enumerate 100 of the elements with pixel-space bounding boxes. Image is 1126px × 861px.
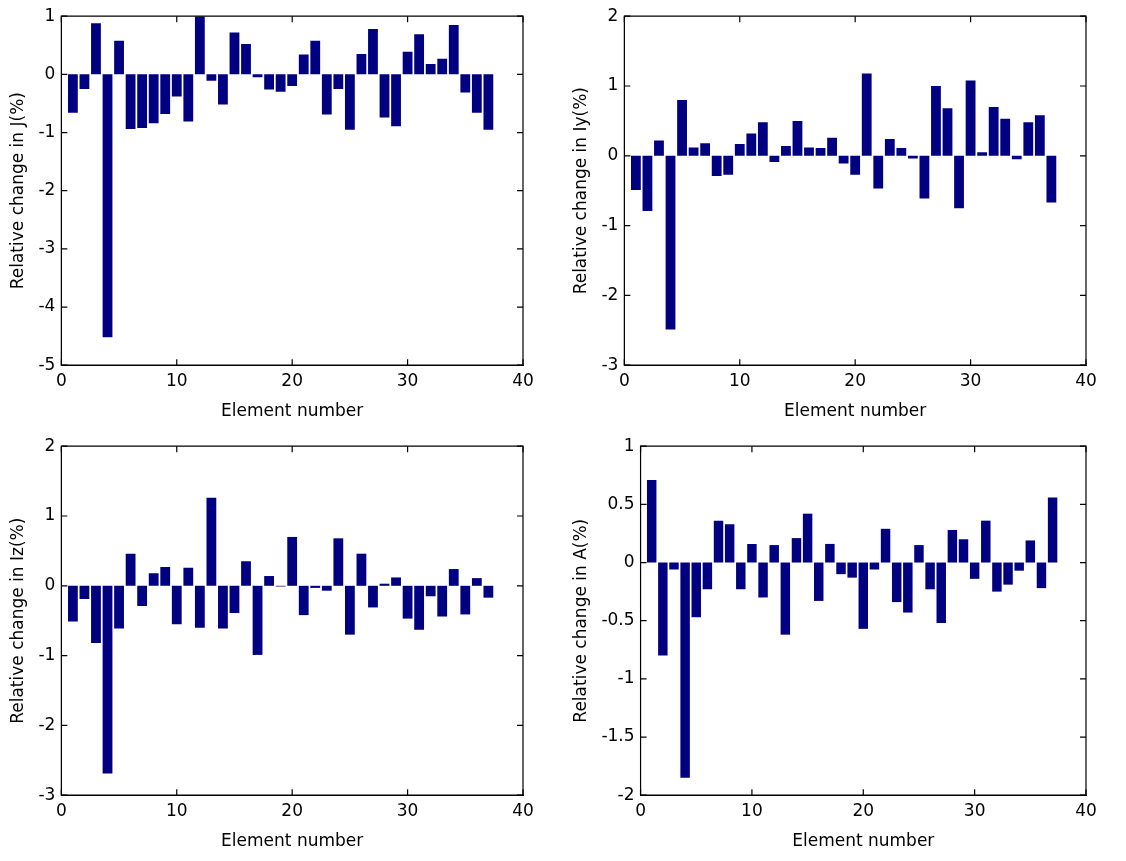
bar bbox=[252, 585, 263, 655]
bar bbox=[1025, 540, 1036, 563]
bar bbox=[691, 562, 701, 618]
bar bbox=[391, 577, 401, 586]
y-tick-label: 0 bbox=[623, 550, 635, 571]
y-tick-label: 1 bbox=[44, 504, 56, 525]
y-tick-label: 0.5 bbox=[607, 492, 635, 513]
x-tick-label: 10 bbox=[741, 799, 763, 820]
x-tick-label: 20 bbox=[281, 369, 303, 390]
bar bbox=[114, 585, 124, 629]
bar bbox=[391, 74, 401, 127]
bar bbox=[91, 585, 101, 644]
y-tick-label: -1 bbox=[38, 120, 56, 141]
y-tick-label: 1 bbox=[44, 4, 56, 25]
y-tick-label: -2 bbox=[38, 713, 56, 734]
bar bbox=[713, 520, 724, 563]
y-tick-label: 0 bbox=[44, 574, 56, 595]
bar bbox=[448, 569, 459, 586]
bar bbox=[114, 40, 124, 75]
bar bbox=[379, 74, 390, 118]
x-tick-label: 10 bbox=[728, 369, 751, 390]
bar bbox=[769, 155, 780, 163]
bar bbox=[206, 74, 217, 81]
bar bbox=[460, 74, 471, 93]
bar bbox=[171, 585, 182, 625]
y-tick-label: -1 bbox=[617, 667, 635, 688]
bar bbox=[241, 44, 251, 75]
y-tick-label: -5 bbox=[38, 353, 56, 374]
bar bbox=[646, 479, 657, 563]
bar bbox=[758, 562, 768, 598]
bar bbox=[907, 155, 918, 159]
x-tick-label: 40 bbox=[1075, 369, 1097, 390]
bar bbox=[194, 585, 205, 628]
bar bbox=[264, 576, 274, 586]
bar bbox=[333, 538, 344, 586]
bar bbox=[724, 524, 735, 563]
bar bbox=[368, 29, 378, 75]
bar bbox=[804, 147, 814, 156]
y-tick-label: -2 bbox=[601, 283, 619, 304]
bar bbox=[264, 74, 274, 90]
bar bbox=[954, 155, 964, 209]
bar bbox=[919, 155, 930, 199]
bar bbox=[414, 34, 425, 75]
x-tick-label: 40 bbox=[512, 369, 534, 390]
bar bbox=[792, 120, 803, 156]
bar bbox=[977, 152, 988, 156]
bar bbox=[102, 74, 113, 338]
x-tick-label: 30 bbox=[963, 799, 986, 820]
bar bbox=[471, 578, 482, 586]
bar bbox=[229, 32, 240, 75]
y-tick-label: 1 bbox=[623, 434, 635, 455]
bar bbox=[91, 23, 101, 75]
bar bbox=[942, 108, 953, 156]
bar bbox=[206, 497, 217, 586]
bar bbox=[194, 16, 205, 75]
bar bbox=[1036, 562, 1047, 589]
bar bbox=[702, 562, 713, 590]
x-axis-title: Element number bbox=[792, 830, 935, 851]
bar bbox=[67, 585, 78, 622]
bar bbox=[229, 585, 240, 614]
y-tick-label: -2 bbox=[617, 783, 635, 804]
y-tick-label: 1 bbox=[607, 74, 619, 95]
bar bbox=[218, 74, 228, 105]
x-tick-label: 10 bbox=[165, 369, 188, 390]
bar bbox=[873, 155, 884, 189]
bar bbox=[880, 528, 891, 563]
bar bbox=[827, 137, 837, 156]
y-tick-label: -1 bbox=[38, 644, 56, 665]
bar bbox=[931, 86, 941, 156]
bar bbox=[137, 585, 148, 607]
x-tick-label: 40 bbox=[1075, 799, 1097, 820]
bar bbox=[252, 74, 263, 78]
bar bbox=[125, 553, 136, 586]
bar bbox=[102, 585, 113, 774]
bar bbox=[791, 538, 802, 563]
bar bbox=[925, 562, 935, 590]
x-tick-label: 30 bbox=[396, 369, 419, 390]
bar bbox=[891, 562, 902, 603]
bar bbox=[414, 585, 425, 630]
bar bbox=[79, 74, 90, 89]
x-tick-label: 30 bbox=[959, 369, 982, 390]
bar bbox=[448, 24, 459, 75]
bar bbox=[780, 562, 791, 635]
bar bbox=[958, 539, 969, 563]
bar bbox=[936, 562, 946, 624]
y-tick-label: -1 bbox=[601, 214, 619, 235]
y-tick-label: 2 bbox=[607, 4, 619, 25]
x-tick-label: 20 bbox=[852, 799, 875, 820]
y-tick-label: -3 bbox=[38, 237, 56, 258]
x-tick-label: 40 bbox=[512, 799, 534, 820]
bar bbox=[736, 562, 746, 590]
x-axis-title: Element number bbox=[784, 400, 927, 421]
bar bbox=[1046, 155, 1057, 203]
bar bbox=[769, 545, 779, 563]
x-axis-title: Element number bbox=[221, 830, 364, 851]
bar bbox=[861, 73, 872, 156]
x-tick-label: 20 bbox=[281, 799, 303, 820]
bar bbox=[914, 545, 924, 563]
y-tick-label: -0.5 bbox=[601, 609, 635, 630]
bar bbox=[858, 562, 869, 629]
